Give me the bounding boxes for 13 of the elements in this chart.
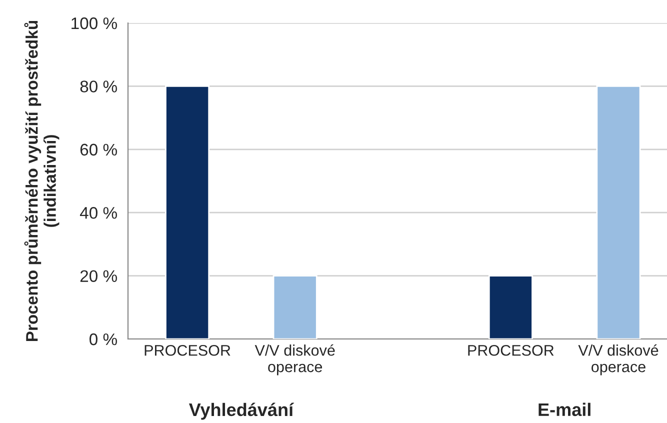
y-tick-label: 60 %	[80, 144, 117, 156]
y-axis-title: Procento průměrného využití prostředků (indikativní)	[24, 20, 60, 342]
y-tick-label: 0 %	[90, 333, 117, 346]
y-tick-label: 40 %	[80, 207, 117, 219]
x-tick-label: PROCESOR	[144, 344, 230, 356]
x-tick-label: V/V diskové operace	[254, 344, 335, 376]
y-tick-label: 20 %	[80, 270, 117, 282]
y-tick-label: 80 %	[80, 80, 117, 92]
text: Vyhledávání	[188, 402, 294, 420]
text: E-mail	[538, 402, 590, 416]
y-tick-label: 100 %	[72, 17, 117, 30]
x-tick-label: V/V diskové operace	[578, 344, 658, 376]
x-tick-label: PROCESOR	[468, 344, 554, 356]
